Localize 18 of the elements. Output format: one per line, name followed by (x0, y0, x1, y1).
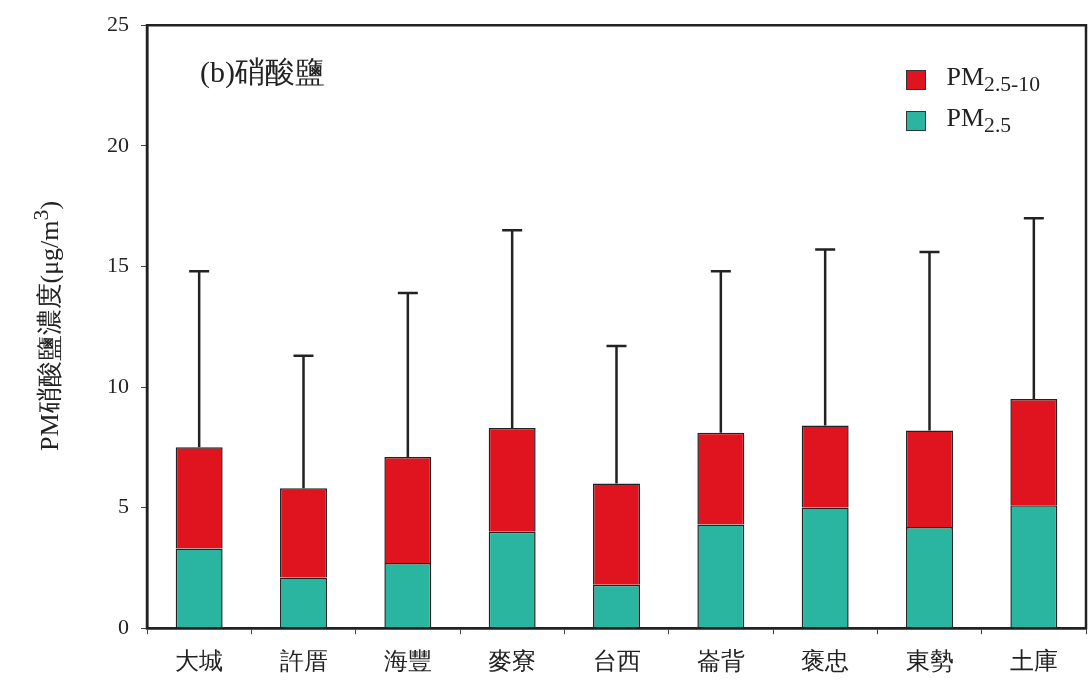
y-tick-label: 10 (107, 372, 129, 398)
x-tick-label: 海豐 (383, 646, 432, 675)
x-tick-label: 褒忠 (801, 646, 850, 675)
y-tick-label: 0 (118, 613, 129, 639)
y-tick-label: 5 (118, 493, 129, 519)
y-tick-label: 20 (107, 131, 129, 157)
y-tick-label: 15 (107, 252, 129, 278)
x-tick-label: 許厝 (279, 646, 328, 675)
x-tick-label: 台西 (592, 646, 641, 675)
x-tick-label: 崙背 (696, 646, 745, 675)
legend-label: PM$_{2.5-10}$ (946, 62, 1040, 98)
legend-label: PM$_{2.5}$ (946, 103, 1012, 139)
x-tick-label: 土庫 (1009, 646, 1058, 675)
text: (b)硝酸鹽 (200, 54, 325, 90)
x-tick-label: 麥寮 (488, 646, 537, 675)
x-tick-label: 大城 (175, 646, 224, 675)
y-tick-label: 25 (107, 10, 129, 36)
x-tick-label: 東勢 (905, 646, 954, 675)
